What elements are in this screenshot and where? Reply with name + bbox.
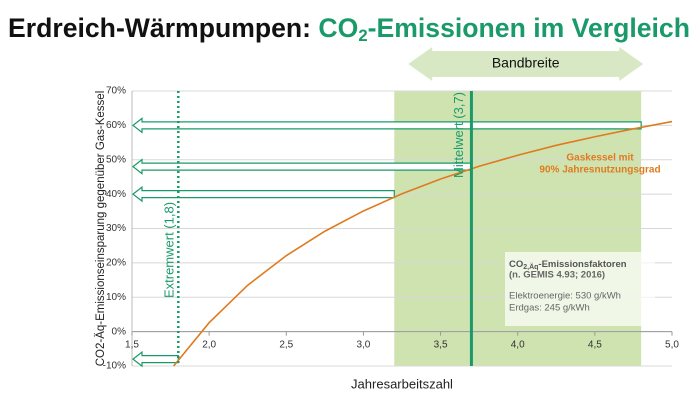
y-tick-label: 70%: [106, 86, 126, 97]
info-heading-part: -Emissionsfaktoren: [538, 259, 626, 270]
info-line: Erdgas: 245 g/kWh: [509, 303, 590, 314]
info-line: Elektroenergie: 530 g/kWh: [509, 291, 621, 302]
arrow: [132, 185, 395, 203]
mean-label: Mittelwert (3,7): [451, 92, 466, 178]
x-axis-label: Jahresarbeitszahl: [351, 376, 453, 391]
series-label: 90% Jahresnutzungsgrad: [539, 165, 660, 176]
extreme-label: Extremwert (1,8): [162, 202, 177, 298]
info-heading-part: CO: [509, 259, 523, 270]
arrow: [132, 117, 642, 134]
info-line: (n. GEMIS 4.93; 2016): [509, 270, 605, 281]
y-tick-label: 20%: [106, 258, 126, 269]
title-part: 2: [358, 26, 367, 45]
x-tick-label: 2,5: [279, 339, 293, 350]
y-tick-label: 60%: [106, 120, 126, 131]
x-tick-label: 4,5: [588, 339, 602, 350]
title-part: -Emissionen im Vergleich: [368, 13, 690, 43]
x-tick-label: 3,0: [356, 339, 370, 350]
title-part: Erdreich-Wärmpumpen:: [8, 13, 318, 43]
x-tick-label: 2,0: [202, 339, 216, 350]
y-tick-label: 50%: [106, 154, 126, 165]
series-label: Gaskessel mit: [566, 153, 634, 164]
title-part: CO: [318, 13, 358, 43]
y-tick-label: 30%: [106, 223, 126, 234]
band-label: Bandbreite: [492, 55, 560, 71]
x-tick-label: 1,5: [125, 339, 139, 350]
info-heading-part: 2,Äq: [523, 263, 538, 271]
x-tick-label: 4,0: [511, 339, 525, 350]
y-tick-label: -10%: [103, 361, 126, 372]
y-tick-label: 40%: [106, 189, 126, 200]
y-tick-label: 0%: [112, 326, 127, 337]
x-tick-label: 3,5: [434, 339, 448, 350]
chart-title: Erdreich-Wärmpumpen: CO2-Emissionen im V…: [8, 13, 690, 45]
series-line: [173, 120, 673, 367]
arrow: [132, 350, 179, 368]
info-heading: CO2,Äq-Emissionsfaktoren: [509, 259, 627, 271]
band-arrow: [408, 47, 644, 81]
info-box: [505, 252, 655, 326]
y-tick-label: 10%: [106, 292, 126, 303]
x-tick-label: 5,0: [665, 339, 679, 350]
y-axis-label: CO2-Äq-Emissionseinsparung gegenüber Gas…: [95, 91, 107, 367]
